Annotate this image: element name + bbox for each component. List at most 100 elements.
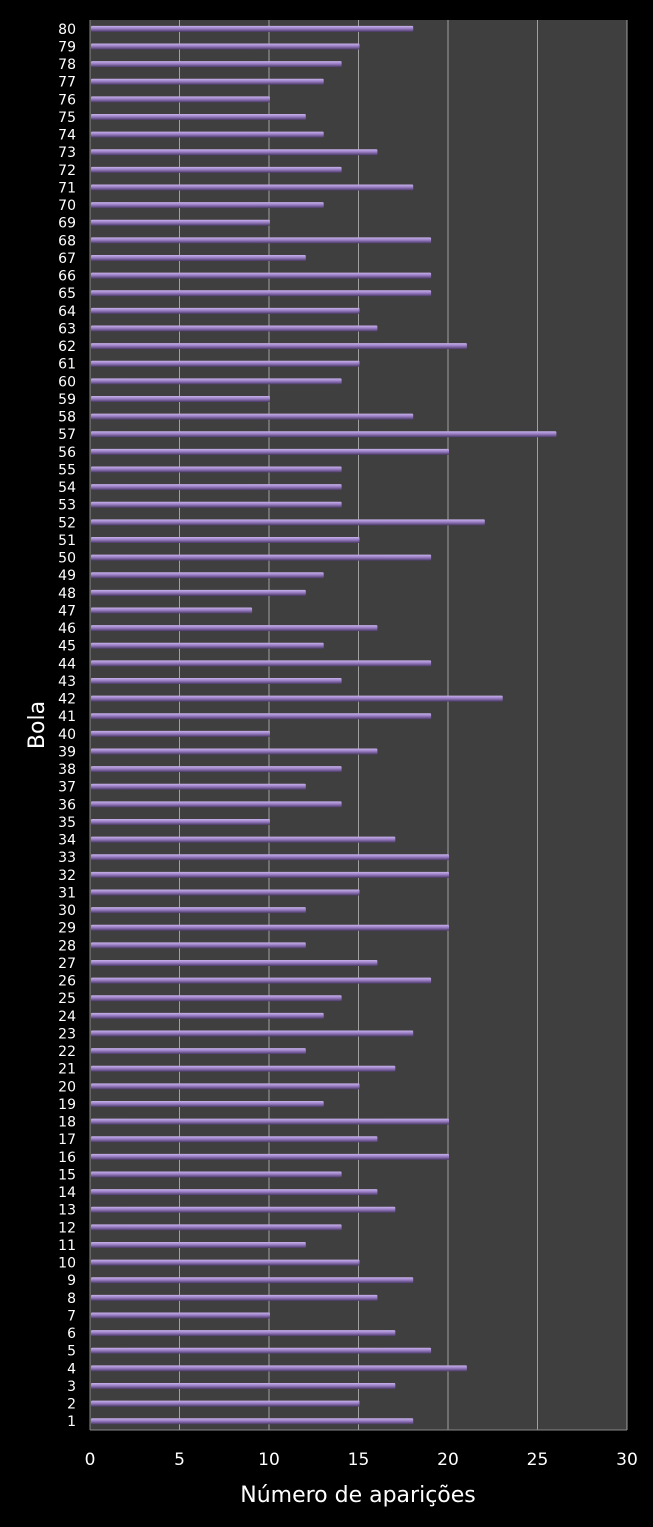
bar-53 — [91, 501, 342, 508]
y-tick-label: 53 — [58, 498, 76, 514]
y-tick-label: 39 — [58, 744, 76, 760]
bar-47 — [91, 607, 253, 614]
y-tick-label: 20 — [58, 1079, 76, 1095]
y-tick-label: 7 — [67, 1308, 76, 1324]
y-tick-label: 22 — [58, 1044, 76, 1060]
y-tick-label: 3 — [67, 1379, 76, 1395]
bar-14 — [91, 1189, 378, 1196]
bar-9 — [91, 1277, 414, 1284]
bar-78 — [91, 61, 342, 68]
bar-17 — [91, 1136, 378, 1143]
y-tick-label: 59 — [58, 392, 76, 408]
y-tick-label: 16 — [58, 1150, 76, 1166]
bar-74 — [91, 131, 324, 138]
y-tick-label: 8 — [67, 1291, 76, 1307]
bar-6 — [91, 1330, 396, 1337]
y-tick-label: 73 — [58, 145, 76, 161]
bar-2 — [91, 1400, 360, 1407]
y-tick-label: 65 — [58, 286, 76, 302]
y-tick-label: 13 — [58, 1203, 76, 1219]
bar-63 — [91, 325, 378, 332]
y-tick-label: 17 — [58, 1132, 76, 1148]
y-tick-label: 43 — [58, 674, 76, 690]
y-tick-label: 19 — [58, 1097, 76, 1113]
x-tick-label: 20 — [437, 1450, 459, 1470]
y-tick-label: 61 — [58, 357, 76, 373]
bar-39 — [91, 748, 378, 755]
bar-44 — [91, 660, 432, 667]
y-tick-label: 78 — [58, 57, 76, 73]
bar-56 — [91, 448, 449, 455]
y-tick-label: 2 — [67, 1397, 76, 1413]
y-tick-label: 23 — [58, 1026, 76, 1042]
bar-19 — [91, 1100, 324, 1107]
y-tick-label: 40 — [58, 727, 76, 743]
y-tick-label: 42 — [58, 692, 76, 708]
y-tick-label: 18 — [58, 1115, 76, 1131]
bar-24 — [91, 1012, 324, 1019]
y-tick-label: 54 — [58, 480, 76, 496]
y-tick-label: 45 — [58, 639, 76, 655]
y-tick-label: 41 — [58, 709, 76, 725]
bar-36 — [91, 801, 342, 808]
y-tick-label: 38 — [58, 762, 76, 778]
y-tick-label: 21 — [58, 1062, 76, 1078]
y-tick-label: 51 — [58, 533, 76, 549]
y-axis-title: Bola — [25, 701, 50, 749]
bar-5 — [91, 1347, 432, 1354]
y-tick-label: 60 — [58, 374, 76, 390]
bar-46 — [91, 625, 378, 632]
y-tick-label: 28 — [58, 938, 76, 954]
x-axis-title: Número de aparições — [240, 1483, 476, 1508]
bar-33 — [91, 854, 449, 861]
y-tick-label: 33 — [58, 850, 76, 866]
x-tick-label: 15 — [348, 1450, 370, 1470]
bar-70 — [91, 202, 324, 209]
y-tick-label: 76 — [58, 92, 76, 108]
y-tick-label: 11 — [58, 1238, 76, 1254]
bar-61 — [91, 360, 360, 367]
bar-57 — [91, 431, 557, 438]
bar-27 — [91, 959, 378, 966]
y-tick-label: 37 — [58, 780, 76, 796]
bar-51 — [91, 536, 360, 543]
bar-3 — [91, 1382, 396, 1389]
bar-4 — [91, 1365, 467, 1372]
y-tick-label: 14 — [58, 1185, 76, 1201]
y-tick-label: 67 — [58, 251, 76, 267]
bar-43 — [91, 677, 342, 684]
y-tick-label: 66 — [58, 269, 76, 285]
bar-80 — [91, 25, 414, 32]
bar-1 — [91, 1418, 414, 1425]
y-tick-label: 57 — [58, 427, 76, 443]
y-tick-label: 72 — [58, 163, 76, 179]
bar-40 — [91, 730, 270, 737]
bar-12 — [91, 1224, 342, 1231]
bar-38 — [91, 766, 342, 773]
bar-42 — [91, 695, 503, 702]
y-tick-label: 77 — [58, 75, 76, 91]
y-tick-label: 50 — [58, 551, 76, 567]
bar-76 — [91, 96, 270, 103]
y-tick-label: 64 — [58, 304, 76, 320]
x-tick-label: 30 — [616, 1450, 638, 1470]
y-tick-label: 47 — [58, 603, 76, 619]
bar-45 — [91, 642, 324, 649]
x-tick-label: 25 — [527, 1450, 549, 1470]
y-tick-label: 32 — [58, 868, 76, 884]
bar-79 — [91, 43, 360, 50]
y-tick-label: 74 — [58, 128, 76, 144]
y-tick-label: 63 — [58, 321, 76, 337]
bar-66 — [91, 272, 432, 279]
bar-15 — [91, 1171, 342, 1178]
bar-26 — [91, 977, 432, 984]
y-tick-label: 35 — [58, 815, 76, 831]
y-tick-label: 12 — [58, 1220, 76, 1236]
y-tick-label: 31 — [58, 885, 76, 901]
x-tick-label: 0 — [85, 1450, 96, 1470]
bar-48 — [91, 589, 306, 596]
y-tick-label: 62 — [58, 339, 76, 355]
bar-60 — [91, 378, 342, 385]
bar-54 — [91, 484, 342, 491]
